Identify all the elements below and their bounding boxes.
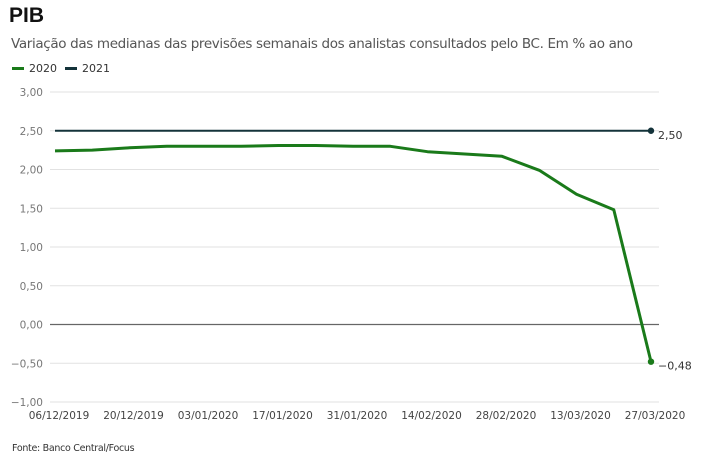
x-tick-label: 31/01/2020 [327,410,388,422]
x-tick-label: 13/03/2020 [550,410,611,422]
x-tick-label: 17/01/2020 [252,410,313,422]
y-tick-label: 2,00 [20,165,43,177]
series-line-2020 [54,144,653,363]
legend-swatch-2020 [12,67,24,70]
chart-subtitle: Variação das medianas das previsões sema… [11,36,633,52]
chart-title: PIB [9,4,45,27]
x-tick-label: 20/12/2019 [103,410,164,422]
y-tick-label: 3,00 [20,87,43,99]
series-lines [54,127,655,365]
y-tick-label: −0,50 [11,358,43,370]
x-tick-label: 14/02/2020 [401,410,462,422]
legend: 2020 2021 [12,62,118,75]
x-tick-label: 03/01/2020 [178,410,239,422]
end-point-2020 [647,358,655,365]
y-tick-label: 2,50 [20,126,43,138]
source-note: Fonte: Banco Central/Focus [12,443,135,454]
legend-item-2020[interactable]: 2020 [12,62,57,75]
end-label-2021: 2,50 [658,129,683,142]
end-labels: 2,50 −0,48 [658,129,692,373]
x-tick-label: 27/03/2020 [625,410,686,422]
y-tick-label: 0,50 [20,281,43,293]
y-tick-label: 1,00 [20,242,43,254]
end-point-2021 [647,127,655,134]
x-tick-label: 28/02/2020 [476,410,537,422]
legend-swatch-2021 [65,67,77,70]
legend-label-2020: 2020 [29,62,57,75]
y-tick-label: −1,00 [11,397,43,409]
x-axis-ticks: 06/12/2019 20/12/2019 03/01/2020 17/01/2020… [29,410,686,422]
grid-lines [50,91,659,403]
y-axis-ticks: 3,00 2,50 2,00 1,50 1,00 0,50 0,00 −0,50 −1,00 [11,87,43,409]
y-tick-label: 0,00 [20,320,43,332]
legend-label-2021: 2021 [82,62,110,75]
end-label-2020: −0,48 [658,360,692,373]
legend-item-2021[interactable]: 2021 [65,62,110,75]
y-tick-label: 1,50 [20,203,43,215]
x-tick-label: 06/12/2019 [29,410,90,422]
